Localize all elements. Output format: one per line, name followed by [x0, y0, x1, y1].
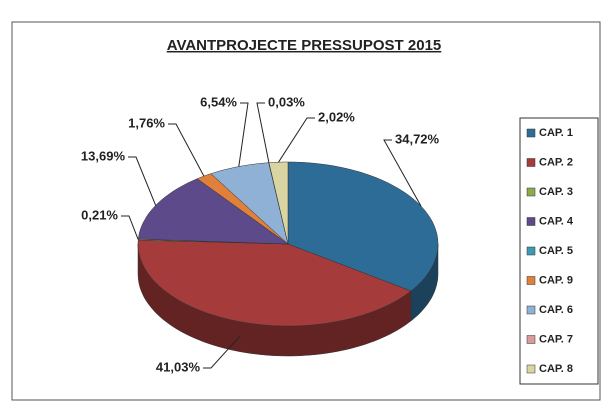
data-label: 2,02% — [318, 109, 355, 124]
legend-swatch — [526, 158, 536, 167]
legend-label: CAP. 4 — [539, 215, 574, 227]
data-label: 6,54% — [200, 94, 237, 109]
leader-line — [121, 215, 139, 240]
data-label: 0,21% — [81, 207, 118, 222]
data-label: 0,03% — [268, 94, 305, 109]
data-label: 41,03% — [156, 359, 201, 374]
slice — [137, 239, 412, 327]
legend-swatch — [526, 128, 536, 138]
data-label: 1,76% — [128, 115, 165, 130]
leader-line — [168, 123, 205, 177]
legend-swatch — [526, 335, 536, 344]
legend-label: CAP. 8 — [539, 363, 573, 375]
data-label: 34,72% — [395, 131, 440, 146]
legend-label: CAP. 5 — [539, 245, 573, 257]
leader-line — [383, 139, 422, 207]
legend-swatch — [526, 217, 536, 226]
legend-label: CAP. 3 — [539, 186, 573, 198]
leader-line — [128, 156, 157, 206]
legend-swatch — [526, 246, 536, 256]
legend-swatch — [526, 187, 536, 197]
leader-line — [278, 117, 315, 163]
data-label: 13,69% — [81, 148, 126, 163]
legend-label: CAP. 7 — [539, 333, 573, 345]
legend-label: CAP. 2 — [539, 156, 573, 168]
legend-swatch — [526, 305, 536, 315]
slice — [287, 161, 439, 292]
legend-label: CAP. 1 — [539, 127, 573, 139]
chart-title: AVANTPROJECTE PRESSUPOST 2015 — [167, 37, 442, 54]
legend-swatch — [526, 276, 536, 285]
legend-swatch — [526, 364, 536, 374]
leader-line — [203, 336, 240, 369]
leader-line — [256, 102, 270, 163]
legend-label: CAP. 6 — [539, 304, 573, 316]
legend-label: CAP. 9 — [539, 274, 573, 286]
leader-line — [238, 102, 249, 167]
